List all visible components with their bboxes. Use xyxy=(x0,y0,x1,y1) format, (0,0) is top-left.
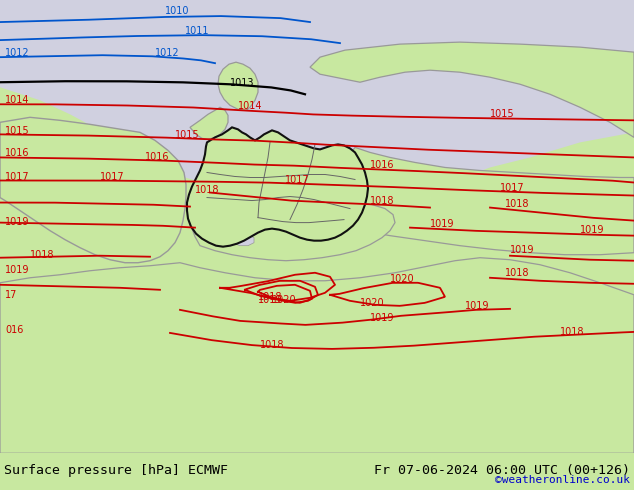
Text: 1020: 1020 xyxy=(360,298,385,308)
Text: 1019: 1019 xyxy=(5,265,30,275)
Polygon shape xyxy=(190,107,228,139)
Text: 1019: 1019 xyxy=(465,301,489,311)
Text: 1017: 1017 xyxy=(5,172,30,182)
Text: 1015: 1015 xyxy=(490,109,515,120)
Text: 1016: 1016 xyxy=(5,148,30,158)
Text: 1019: 1019 xyxy=(370,313,394,323)
Polygon shape xyxy=(0,258,634,453)
Text: 1018: 1018 xyxy=(560,327,585,337)
Text: 1014: 1014 xyxy=(5,95,30,105)
Text: 1015: 1015 xyxy=(175,130,200,140)
Text: 1019: 1019 xyxy=(430,219,455,229)
Text: 1017: 1017 xyxy=(500,183,524,193)
Polygon shape xyxy=(390,373,634,423)
Polygon shape xyxy=(0,117,186,263)
Polygon shape xyxy=(310,42,634,137)
Text: 1020: 1020 xyxy=(390,274,415,284)
Text: 1019: 1019 xyxy=(5,217,30,226)
Text: 1018: 1018 xyxy=(370,196,394,206)
Text: 1016: 1016 xyxy=(370,160,394,171)
Text: 1011: 1011 xyxy=(185,26,209,36)
Polygon shape xyxy=(232,235,254,245)
Polygon shape xyxy=(187,127,368,246)
Text: ©weatheronline.co.uk: ©weatheronline.co.uk xyxy=(495,475,630,485)
Text: 1017: 1017 xyxy=(285,174,309,185)
Text: 17: 17 xyxy=(5,290,17,300)
Text: 1018: 1018 xyxy=(260,340,285,350)
Text: 1018: 1018 xyxy=(505,198,529,209)
Polygon shape xyxy=(345,147,634,255)
Polygon shape xyxy=(191,202,395,261)
Text: 1017: 1017 xyxy=(100,172,125,182)
Text: 1018: 1018 xyxy=(505,268,529,278)
Text: 1019: 1019 xyxy=(510,245,534,255)
Text: Fr 07-06-2024 06:00 UTC (00+126): Fr 07-06-2024 06:00 UTC (00+126) xyxy=(374,464,630,477)
Polygon shape xyxy=(0,0,634,208)
Text: 1018: 1018 xyxy=(258,292,283,302)
Polygon shape xyxy=(218,62,258,110)
Text: 1012: 1012 xyxy=(5,48,30,58)
Text: 1019: 1019 xyxy=(580,224,604,235)
Text: 1016: 1016 xyxy=(145,152,169,163)
Text: 1020: 1020 xyxy=(272,295,297,305)
Text: 1010: 1010 xyxy=(165,6,190,16)
Text: 1012: 1012 xyxy=(155,48,179,58)
Text: 016: 016 xyxy=(5,325,23,335)
Text: 1013: 1013 xyxy=(230,78,254,88)
Text: 1014: 1014 xyxy=(238,101,262,111)
Text: 1015: 1015 xyxy=(5,126,30,136)
Text: 1019: 1019 xyxy=(258,295,283,305)
Text: Surface pressure [hPa] ECMWF: Surface pressure [hPa] ECMWF xyxy=(4,464,228,477)
Text: 1018: 1018 xyxy=(195,185,219,195)
Text: 1018: 1018 xyxy=(30,250,55,260)
